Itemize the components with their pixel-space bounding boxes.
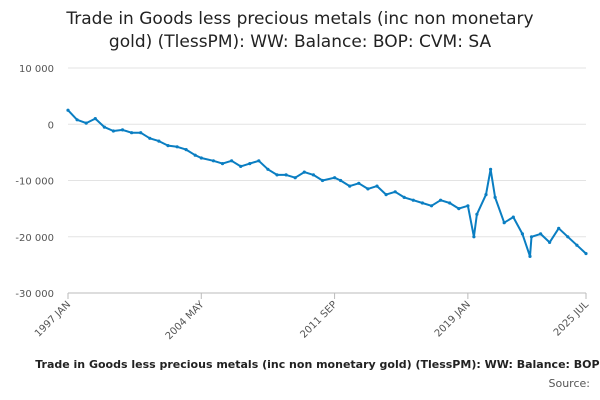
data-point (420, 201, 424, 205)
data-point (84, 121, 88, 125)
data-point (375, 184, 379, 188)
data-point (489, 167, 493, 171)
data-point (333, 176, 337, 180)
chart-title: Trade in Goods less precious metals (inc… (0, 8, 600, 54)
legend-series-label: Trade in Goods less precious metals (inc… (35, 358, 600, 371)
data-point (248, 162, 252, 166)
data-point (539, 232, 543, 236)
data-point (139, 131, 143, 135)
data-point (111, 129, 115, 133)
x-tick-label: 2019 JAN (433, 299, 473, 339)
y-tick-label: -10 000 (15, 177, 54, 188)
data-point (157, 139, 161, 143)
data-point (529, 235, 534, 239)
data-point (93, 117, 97, 121)
data-point (311, 173, 315, 177)
data-point (520, 232, 525, 236)
y-axis: 10 000 0 -10 000 -20 000 -30 000 (15, 64, 54, 300)
y-tick-label: 10 000 (19, 64, 54, 75)
data-point (284, 173, 288, 177)
series-group (66, 108, 588, 258)
data-point (575, 243, 579, 247)
gridlines (68, 67, 586, 294)
data-point (566, 235, 570, 239)
data-point (472, 235, 476, 239)
x-tick-label: 2004 MAY (164, 299, 207, 342)
data-point (184, 148, 188, 152)
data-point (339, 178, 343, 183)
source-label: Source: (548, 377, 591, 390)
data-point (439, 198, 443, 202)
data-point (475, 212, 479, 216)
data-point (275, 173, 279, 177)
legend: Trade in Goods less precious metals (inc… (0, 358, 600, 376)
x-tick-label: 2011 SEP (298, 299, 339, 340)
chart-title-line-2: gold) (TlessPM): WW: Balance: BOP: CVM: … (108, 32, 492, 52)
x-axis: 1997 JAN 2004 MAY 2011 SEP 2019 JAN 2025 JUL (33, 292, 592, 342)
data-point (175, 145, 179, 149)
data-point (102, 125, 106, 129)
data-point (120, 128, 125, 132)
data-point (484, 193, 488, 197)
data-point (320, 178, 325, 183)
y-tick-label: -30 000 (15, 289, 54, 300)
data-point (493, 195, 497, 199)
chart-title-line-1: Trade in Goods less precious metals (inc… (66, 9, 534, 29)
data-point (166, 144, 170, 148)
data-point (193, 153, 197, 157)
data-point (220, 162, 225, 166)
data-point (66, 108, 70, 112)
data-point (348, 184, 352, 188)
data-point (429, 204, 434, 208)
data-point (357, 181, 361, 185)
data-point (511, 215, 515, 219)
data-point (75, 118, 79, 122)
data-point (266, 167, 270, 171)
data-point (411, 198, 415, 202)
data-point (130, 131, 134, 135)
data-point (384, 193, 388, 197)
data-point (448, 201, 452, 205)
data-point (230, 159, 234, 163)
data-point (502, 221, 506, 225)
data-point (457, 207, 461, 211)
data-point (584, 252, 588, 256)
y-tick-label: 0 (48, 120, 54, 131)
x-tick-label: 1997 JAN (33, 299, 73, 339)
series-line (67, 109, 587, 258)
data-point (393, 190, 397, 194)
data-point (293, 176, 297, 180)
data-point (257, 159, 261, 163)
data-point (148, 136, 152, 140)
data-point (402, 195, 406, 199)
data-point (528, 254, 532, 258)
data-point (199, 156, 203, 160)
x-tick-label: 2025 JUL (552, 299, 592, 339)
data-point (211, 159, 215, 163)
data-point (366, 187, 370, 191)
y-tick-label: -20 000 (15, 233, 54, 244)
data-point (239, 164, 243, 168)
data-point (302, 170, 306, 174)
data-point (557, 226, 561, 230)
data-point (548, 240, 552, 244)
data-point (466, 204, 470, 208)
